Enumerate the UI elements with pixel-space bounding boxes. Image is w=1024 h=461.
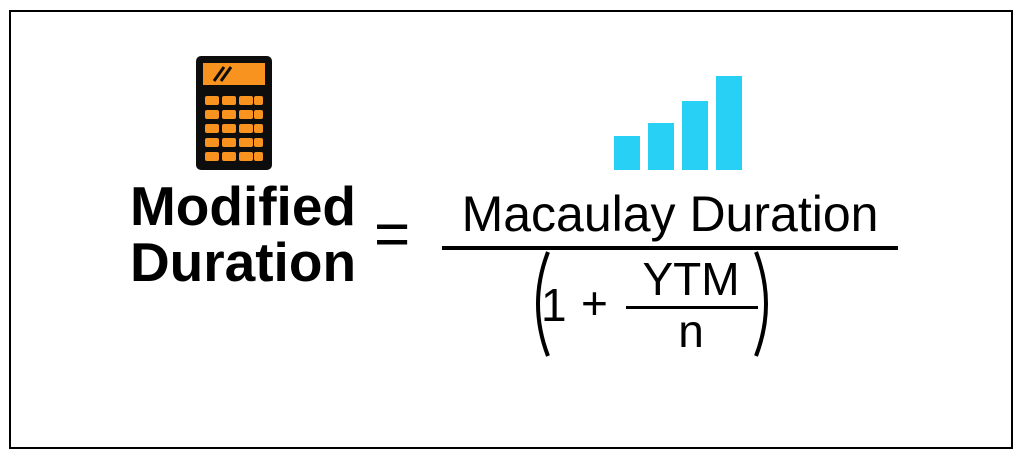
modified-duration-label: Modified Duration [118, 178, 368, 290]
lhs-line-2: Duration [118, 234, 368, 290]
bar-chart-icon-bar-1 [614, 136, 640, 170]
numerator-macaulay-duration: Macaulay Duration [442, 184, 898, 244]
n-label: n [624, 306, 758, 356]
calculator-icon [196, 56, 272, 170]
bar-chart-icon [612, 76, 744, 170]
plus-sign: + [581, 278, 608, 328]
bar-chart-icon-bar-2 [648, 123, 674, 170]
close-parenthesis [752, 248, 778, 360]
equals-sign: = [374, 204, 410, 266]
fraction-bar [442, 246, 898, 250]
lhs-line-1: Modified [118, 178, 368, 234]
ytm-label: YTM [624, 254, 758, 304]
denominator-one: 1 [541, 280, 567, 330]
bar-chart-icon-bar-4 [716, 76, 742, 170]
bar-chart-icon-bar-3 [682, 101, 708, 170]
